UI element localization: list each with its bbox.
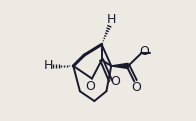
Polygon shape — [111, 63, 128, 68]
Text: O: O — [139, 45, 149, 58]
Text: O: O — [132, 81, 142, 94]
Text: H: H — [44, 59, 53, 72]
Text: H: H — [107, 13, 116, 26]
Text: O: O — [110, 75, 120, 88]
Text: O: O — [85, 80, 95, 93]
